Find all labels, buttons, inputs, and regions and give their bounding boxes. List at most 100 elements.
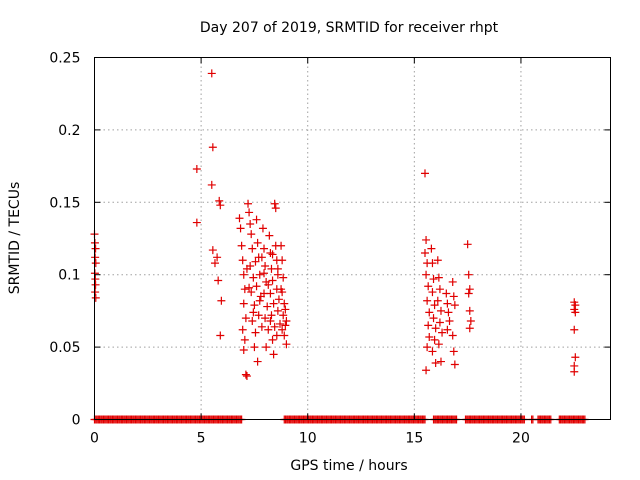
- data-point: [241, 314, 250, 323]
- y-tick-label: 0.15: [49, 195, 80, 211]
- data-point: [266, 289, 275, 298]
- data-point: [269, 350, 278, 359]
- data-point: [263, 302, 272, 311]
- data-point: [254, 311, 263, 320]
- data-point: [214, 276, 223, 285]
- data-point: [431, 359, 440, 368]
- data-point: [248, 317, 257, 326]
- data-point: [435, 318, 444, 327]
- data-point: [570, 325, 579, 334]
- y-axis-label: SRMTID / TECUs: [7, 182, 23, 295]
- data-point: [248, 244, 257, 253]
- data-point: [236, 224, 245, 233]
- data-point: [449, 347, 458, 356]
- data-point: [91, 244, 100, 253]
- data-point: [277, 241, 286, 250]
- data-point: [450, 360, 459, 369]
- data-point: [215, 196, 224, 205]
- data-point: [443, 325, 452, 334]
- data-point: [443, 299, 452, 308]
- data-point: [277, 285, 286, 294]
- grid-lines: [94, 57, 611, 420]
- data-point: [255, 296, 264, 305]
- data-point: [273, 264, 282, 273]
- data-point: [238, 325, 247, 334]
- data-point: [282, 317, 291, 326]
- data-point: [429, 314, 438, 323]
- data-point: [422, 270, 431, 279]
- data-point: [261, 314, 270, 323]
- data-point: [436, 357, 445, 366]
- data-point: [250, 301, 259, 310]
- axis-ticks: [94, 57, 611, 420]
- data-point: [210, 259, 219, 268]
- data-point: [280, 299, 289, 308]
- data-point: [463, 240, 472, 249]
- data-point: [279, 311, 288, 320]
- data-point: [448, 277, 457, 286]
- data-point: [192, 218, 201, 227]
- data-point: [252, 215, 261, 224]
- x-tick-label: 10: [299, 431, 317, 447]
- data-point: [438, 328, 447, 337]
- data-point: [444, 308, 453, 317]
- data-point: [262, 343, 271, 352]
- data-point: [274, 295, 283, 304]
- data-point: [428, 288, 437, 297]
- y-tick-label: 0.2: [58, 123, 80, 139]
- data-point: [449, 292, 458, 301]
- data-point: [245, 283, 254, 292]
- data-point: [571, 308, 580, 317]
- data-point: [422, 235, 431, 244]
- data-point: [240, 335, 249, 344]
- data-point: [247, 288, 256, 297]
- data-point: [280, 331, 289, 340]
- y-tick-labels: 0 0.05 0.1 0.15 0.2 0.25: [49, 51, 80, 429]
- data-point: [244, 199, 253, 208]
- data-point: [423, 296, 432, 305]
- data-point: [571, 353, 580, 362]
- x-tick-label: 15: [405, 431, 423, 447]
- data-point: [420, 169, 429, 178]
- data-point: [278, 256, 287, 265]
- data-point: [428, 347, 437, 356]
- data-point: [434, 273, 443, 282]
- data-point: [423, 343, 432, 352]
- data-point: [465, 285, 474, 294]
- data-point: [242, 372, 251, 381]
- data-point: [425, 308, 434, 317]
- data-point: [249, 273, 258, 282]
- data-point: [91, 293, 100, 302]
- data-point: [271, 204, 280, 213]
- data-point: [245, 208, 254, 217]
- data-point: [422, 366, 431, 375]
- data-point: [268, 250, 277, 259]
- data-point: [425, 332, 434, 341]
- y-tick-label: 0.25: [49, 51, 80, 67]
- data-point: [255, 270, 264, 279]
- data-point: [207, 69, 216, 78]
- data-point: [448, 331, 457, 340]
- data-point: [208, 246, 217, 255]
- data-point: [420, 248, 429, 257]
- data-point: [246, 220, 255, 229]
- data-point: [91, 259, 100, 268]
- data-point: [253, 238, 262, 247]
- data-point: [208, 143, 217, 152]
- data-point: [239, 345, 248, 354]
- data-point: [265, 231, 274, 240]
- data-point: [237, 241, 246, 250]
- data-point: [257, 322, 266, 331]
- data-point: [264, 325, 273, 334]
- data-point: [424, 321, 433, 330]
- data-point: [260, 244, 269, 253]
- data-point: [268, 276, 277, 285]
- data-point: [216, 331, 225, 340]
- data-point: [464, 289, 473, 298]
- data-point: [207, 180, 216, 189]
- data-point: [240, 285, 249, 294]
- data-point: [279, 273, 288, 282]
- data-point: [450, 301, 459, 310]
- data-point: [436, 306, 445, 315]
- data-point: [242, 264, 251, 273]
